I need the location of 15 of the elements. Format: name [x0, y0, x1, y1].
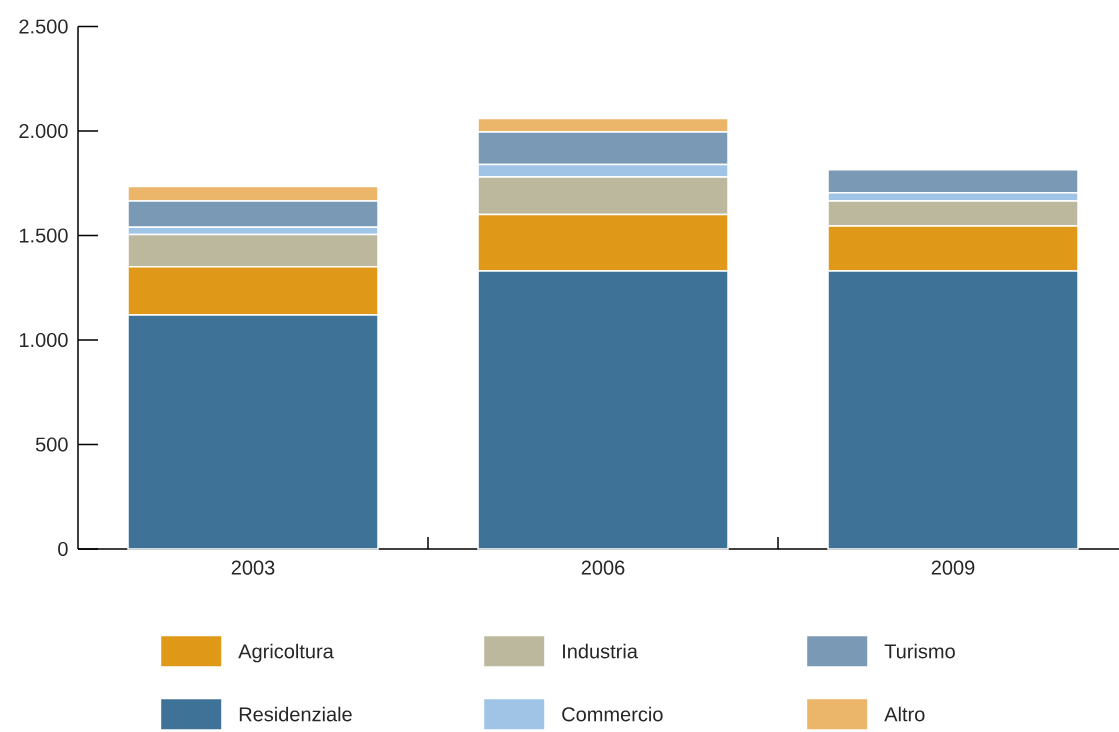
y-tick-label: 0 [58, 541, 68, 557]
legend-label: Residenziale [239, 706, 352, 722]
legend-label: Turismo [884, 643, 955, 659]
legend-label: Agricoltura [238, 643, 334, 663]
legend-label: Industria [563, 643, 638, 659]
legend-label: Commercio [562, 706, 663, 722]
y-tick-label: 2.500 [19, 19, 68, 34]
x-tick-label: 2009 [931, 560, 975, 575]
x-tick-label: 2006 [581, 560, 625, 575]
y-tick-label: 1.000 [19, 332, 68, 348]
y-tick-label: 500 [35, 437, 68, 452]
y-tick-label: 1.500 [19, 228, 68, 243]
x-tick-label: 2003 [231, 560, 275, 575]
y-tick-label: 2.000 [19, 123, 68, 139]
legend-label: Altro [884, 706, 925, 722]
